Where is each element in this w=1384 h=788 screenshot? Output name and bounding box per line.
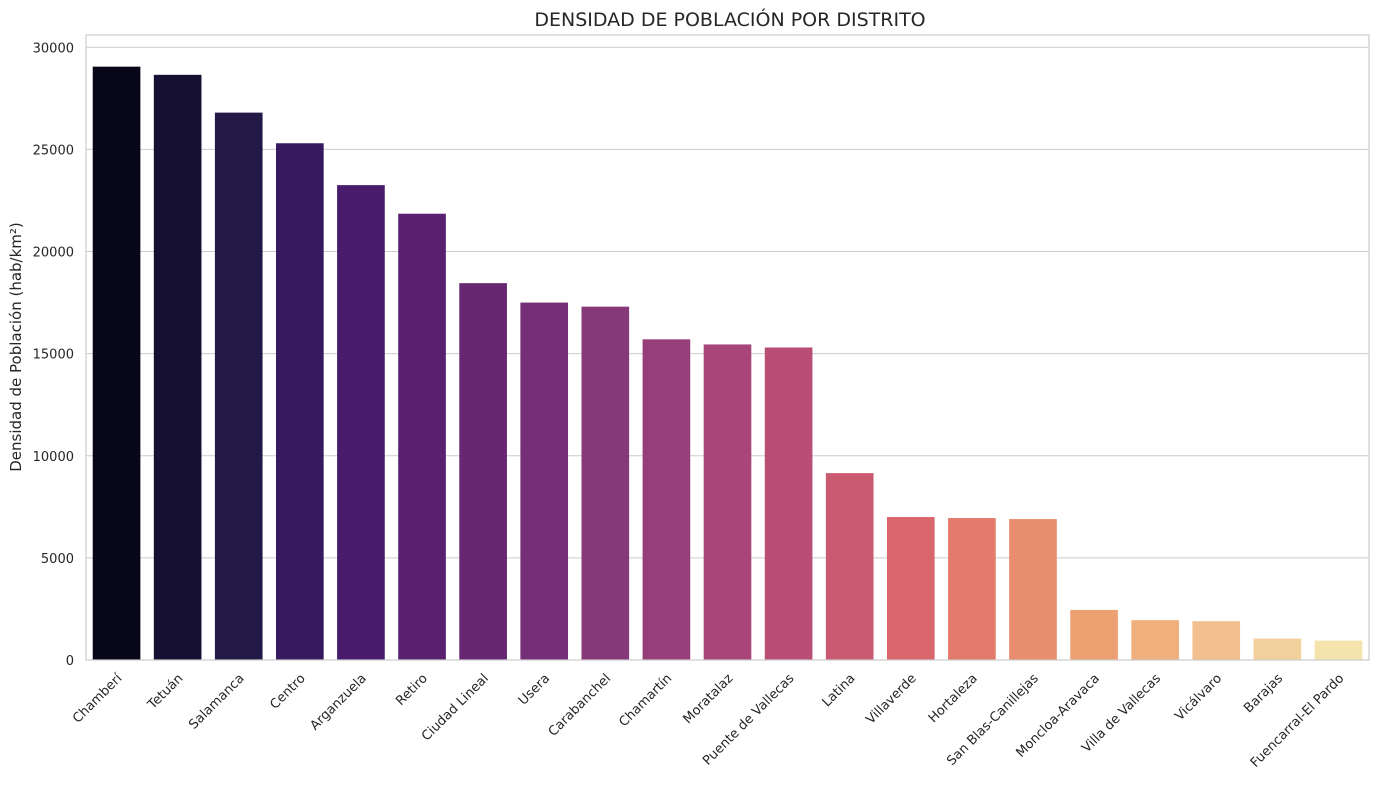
chart-title: DENSIDAD DE POBLACIÓN POR DISTRITO [534, 7, 925, 31]
x-tick-label: Hortaleza [926, 671, 981, 726]
bar [1131, 620, 1179, 660]
x-tick-label: Usera [516, 671, 553, 708]
y-tick-label: 30000 [33, 41, 74, 56]
x-tick-label: Vicálvaro [1172, 671, 1225, 724]
bar [92, 66, 141, 660]
bar [703, 344, 752, 660]
y-tick-label: 15000 [33, 348, 74, 363]
y-tick-labels: 0 5000 10000 15000 20000 25000 30000 [33, 41, 74, 669]
bar [153, 74, 202, 660]
bar [459, 283, 507, 660]
bar [214, 112, 263, 660]
bar [642, 339, 691, 660]
bar [276, 143, 324, 660]
bar [825, 473, 874, 660]
x-tick-label: Moratalaz [681, 671, 737, 727]
x-tick-label: Salamanca [186, 671, 247, 732]
bar [581, 306, 630, 660]
y-tick-label: 10000 [33, 450, 74, 465]
y-tick-label: 5000 [41, 552, 74, 567]
bar [1009, 519, 1057, 660]
bar [1253, 638, 1302, 660]
bar [1070, 609, 1118, 660]
x-tick-label: Latina [820, 671, 859, 710]
x-tick-label: Tetuán [145, 671, 187, 713]
bar [886, 517, 935, 660]
y-tick-label: 0 [66, 654, 74, 669]
bar [398, 213, 446, 660]
bar [764, 347, 813, 660]
bar [520, 302, 569, 660]
bar [337, 185, 385, 660]
y-tick-label: 25000 [33, 143, 74, 158]
x-tick-label: Barajas [1241, 671, 1286, 716]
y-axis-label: Densidad de Población (hab/km²) [7, 222, 25, 472]
bar [1314, 640, 1363, 660]
x-tick-label: Chamberí [70, 671, 126, 727]
bar [1192, 621, 1241, 660]
plot-frame [85, 34, 1370, 661]
x-tick-label: Chamartín [616, 671, 675, 730]
x-tick-label: Arganzuela [307, 671, 369, 733]
bars [92, 66, 1363, 660]
x-tick-label: Villaverde [863, 671, 919, 727]
x-tick-label: Retiro [393, 671, 431, 709]
x-tick-label: Centro [267, 671, 308, 712]
y-tick-label: 20000 [33, 246, 74, 261]
bar [948, 518, 996, 660]
x-tick-label: Carabanchel [546, 671, 614, 739]
